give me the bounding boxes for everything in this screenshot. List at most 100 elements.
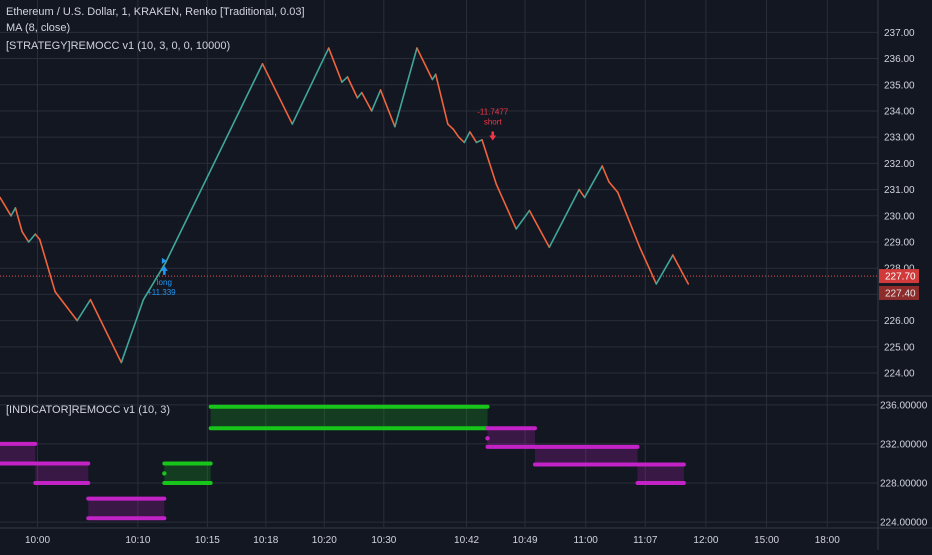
ma-line-segment	[327, 47, 343, 83]
ma-line-segment	[360, 91, 373, 112]
time-tick-label: 10:20	[312, 535, 337, 546]
ma-line-segment	[341, 76, 349, 83]
time-tick-label: 11:07	[633, 535, 658, 546]
ma-line-segment	[394, 47, 418, 128]
ma-line-segment	[548, 188, 580, 249]
price-tick-label: 236.00	[884, 54, 915, 65]
current-price-badge-label: 227.70	[885, 272, 916, 283]
long-signal-label: long	[157, 278, 172, 287]
ma-line-segment	[164, 62, 264, 264]
symbol-legend[interactable]: Ethereum / U.S. Dollar, 1, KRAKEN, Renko…	[6, 6, 305, 18]
price-tick-label: 231.00	[884, 185, 915, 196]
ma-line-segment	[370, 89, 382, 112]
ma-line-segment	[608, 180, 615, 188]
time-tick-label: 10:30	[371, 535, 396, 546]
indicator-band-fill	[534, 446, 638, 465]
price-tick-label: 224.00	[884, 369, 915, 380]
ma-line-segment	[638, 246, 658, 285]
grid-layer	[0, 0, 878, 527]
ma-line-segment	[89, 298, 123, 364]
ma-line-segment	[601, 165, 610, 183]
time-tick-label: 12:00	[693, 535, 718, 546]
long-entry-flag	[161, 257, 167, 264]
time-tick-label: 11:00	[574, 535, 599, 546]
strategy-legend[interactable]: [STRATEGY]REMOCC v1 (10, 3, 0, 0, 10000)	[6, 40, 231, 52]
ma-line-segment	[21, 230, 30, 243]
short-arrow-down	[489, 131, 497, 141]
secondary-price-badge-label: 227.40	[885, 288, 916, 299]
ma-legend[interactable]: MA (8, close)	[6, 22, 71, 34]
indicator-band-fill	[637, 464, 684, 484]
ma-line-segment	[495, 183, 518, 230]
ma-line-segment	[447, 123, 455, 131]
ma-line-segment	[481, 138, 498, 186]
time-tick-label: 10:49	[513, 535, 538, 546]
price-tick-label: 232.00	[884, 159, 915, 170]
time-tick-label: 10:42	[454, 535, 479, 546]
price-tick-label: 234.00	[884, 106, 915, 117]
ma-line-segment	[616, 191, 641, 249]
ma-line-segment	[458, 136, 466, 144]
ma-line-segment	[434, 73, 449, 125]
time-tick-label: 10:18	[253, 535, 278, 546]
time-tick-label: 18:00	[815, 535, 840, 546]
ma-line-segment	[578, 188, 586, 199]
current-price-badge	[879, 269, 919, 284]
price-tick-label: 237.00	[884, 28, 915, 39]
ma-line-segment	[142, 262, 167, 301]
secondary-price-badge	[879, 285, 919, 300]
ma-line-segment	[379, 89, 396, 128]
indicator-band-fill	[487, 428, 535, 447]
long-arrow-up	[160, 265, 168, 275]
indicator-band-fill	[0, 443, 36, 464]
ma-line-segment	[469, 131, 478, 144]
indicator-tick-label: 236.00000	[880, 400, 928, 411]
indicator-tick-label: 228.00000	[880, 479, 928, 490]
ma-line-segment	[346, 76, 359, 99]
ma-line-segment	[38, 238, 56, 293]
indicator-band-fill	[164, 463, 211, 484]
ma-line-segment	[452, 128, 460, 138]
indicator-flip-dot	[162, 471, 167, 476]
ma-line-segment	[356, 91, 363, 99]
long-signal-value: +11.339	[147, 288, 176, 297]
ma-line-segment	[76, 298, 92, 322]
indicator-band-fill	[35, 463, 89, 484]
indicator-legend[interactable]: [INDICATOR]REMOCC v1 (10, 3)	[6, 404, 171, 416]
ma-line-segment	[261, 62, 294, 125]
short-signal-value: -11.7477	[477, 108, 509, 117]
indicator-band-fill	[210, 406, 488, 429]
ma-line-segment	[34, 233, 41, 241]
indicator-pane	[0, 404, 686, 521]
ma-line-segment	[612, 186, 619, 194]
price-tick-label: 235.00	[884, 80, 915, 91]
ma-line-segment	[0, 196, 12, 217]
ma-line-segment	[291, 47, 330, 125]
ma-line-segment	[655, 254, 674, 285]
indicator-band-fill	[88, 498, 165, 519]
price-tick-label: 226.00	[884, 316, 915, 327]
indicator-flip-dot	[485, 436, 490, 441]
time-tick-label: 10:00	[25, 535, 50, 546]
time-tick-label: 15:00	[754, 535, 779, 546]
ma-line-segment	[475, 138, 483, 144]
ma-line-segment	[54, 290, 79, 322]
ma-line-segment	[515, 209, 531, 230]
ma-line-segment	[583, 165, 604, 199]
price-tick-label: 229.00	[884, 238, 915, 249]
indicator-tick-label: 232.00000	[880, 439, 928, 450]
ma-line-segment	[27, 233, 37, 243]
ma-line-segment	[10, 207, 17, 217]
ma-line-segment	[463, 131, 471, 144]
time-tick-label: 10:10	[125, 535, 150, 546]
ma-line-segment	[672, 254, 690, 285]
price-tick-label: 233.00	[884, 133, 915, 144]
time-tick-label: 10:15	[195, 535, 220, 546]
ma-line-segment	[528, 209, 551, 249]
price-tick-label: 225.00	[884, 342, 915, 353]
ma-line-segment	[416, 47, 434, 81]
